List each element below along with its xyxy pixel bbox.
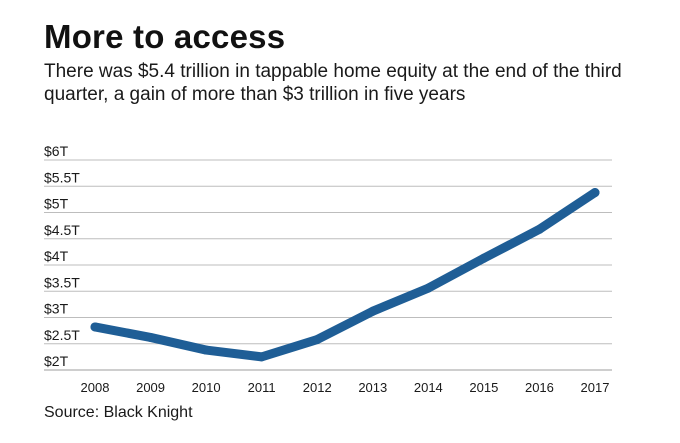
- y-tick-label: $5.5T: [44, 169, 80, 185]
- data-point: [479, 253, 489, 263]
- data-point: [90, 322, 100, 332]
- gridlines: [44, 159, 612, 371]
- y-tick-label: $2T: [44, 353, 69, 369]
- x-tick-label: 2016: [525, 380, 554, 395]
- data-point: [423, 283, 433, 293]
- data-point: [534, 224, 544, 234]
- chart-title: More to access: [44, 18, 286, 55]
- x-tick-label: 2017: [581, 380, 610, 395]
- y-axis-ticks: $2T $2.5T $3T $3.5T $4T $4.5T $5T $5.5T $6T: [44, 143, 80, 369]
- series-group: [90, 188, 600, 362]
- chart-subtitle: There was $5.4 trillion in tappable home…: [44, 61, 622, 105]
- y-tick-label: $5T: [44, 196, 69, 212]
- series-line: [90, 188, 600, 362]
- y-tick-label: $2.5T: [44, 327, 80, 343]
- data-point: [257, 352, 267, 362]
- x-tick-label: 2013: [358, 380, 387, 395]
- source-note: Source: Black Knight: [44, 404, 193, 421]
- x-axis-ticks: 2008 2009 2010 2011 2012 2013 2014 2015 2016 2017: [81, 380, 610, 395]
- x-tick-label: 2012: [303, 380, 332, 395]
- y-tick-label: $3T: [44, 301, 69, 317]
- y-tick-label: $4.5T: [44, 222, 80, 238]
- data-point: [368, 306, 378, 316]
- x-tick-label: 2009: [136, 380, 165, 395]
- x-tick-label: 2010: [192, 380, 221, 395]
- data-point: [590, 188, 600, 198]
- y-tick-label: $3.5T: [44, 274, 80, 290]
- y-tick-label: $6T: [44, 143, 69, 159]
- data-point: [201, 345, 211, 355]
- data-point: [312, 335, 322, 345]
- line-chart: $2T $2.5T $3T $3.5T $4T $4.5T $5T $5.5T $6T 2008…: [44, 143, 612, 395]
- data-point: [146, 332, 156, 342]
- x-tick-label: 2014: [414, 380, 443, 395]
- x-tick-label: 2011: [248, 380, 276, 395]
- x-tick-label: 2008: [81, 380, 110, 395]
- x-tick-label: 2015: [469, 380, 498, 395]
- y-tick-label: $4T: [44, 248, 69, 264]
